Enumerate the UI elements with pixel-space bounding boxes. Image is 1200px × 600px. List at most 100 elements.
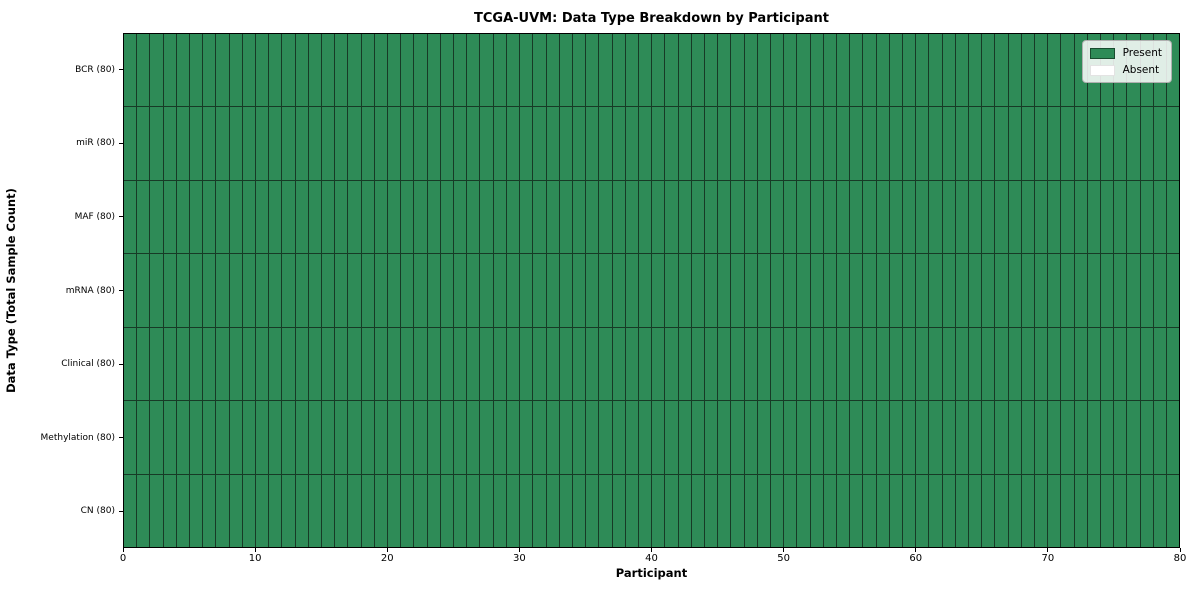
matrix-cell — [718, 180, 732, 254]
matrix-cell — [203, 254, 217, 327]
matrix-cell — [1127, 474, 1141, 547]
matrix-cell — [757, 34, 771, 107]
matrix-cell — [361, 34, 375, 107]
matrix-cell — [850, 401, 864, 474]
y-tick-mark — [119, 363, 123, 365]
matrix-cell — [863, 254, 877, 327]
matrix-cell — [1008, 107, 1022, 180]
matrix-cell — [467, 327, 481, 401]
matrix-cell — [704, 474, 719, 547]
matrix-cell — [836, 254, 851, 327]
matrix-cell — [612, 327, 626, 401]
matrix-cell — [1035, 327, 1049, 401]
matrix-cell — [533, 327, 547, 401]
matrix-cell — [427, 180, 441, 254]
matrix-cell — [242, 107, 257, 180]
matrix-cell — [586, 254, 600, 327]
matrix-cell — [718, 474, 732, 547]
matrix-cell — [203, 401, 217, 474]
matrix-cell — [493, 401, 507, 474]
x-tick-label: 40 — [645, 553, 658, 564]
matrix-cell — [124, 34, 138, 107]
matrix-cell — [454, 180, 468, 254]
matrix-cell — [836, 107, 851, 180]
x-tick-mark — [254, 548, 256, 552]
matrix-cell — [929, 34, 943, 107]
matrix-cell — [427, 401, 441, 474]
matrix-cell — [1008, 327, 1022, 401]
matrix-cell — [190, 180, 204, 254]
x-tick-mark — [1179, 548, 1181, 552]
matrix-cell — [361, 327, 375, 401]
matrix-cell — [1127, 180, 1141, 254]
matrix-cell — [652, 34, 666, 107]
matrix-cell — [1035, 254, 1049, 327]
matrix-cell — [308, 401, 323, 474]
matrix-cell — [414, 107, 428, 180]
matrix-cell — [1101, 107, 1115, 180]
plot-area — [123, 33, 1180, 548]
matrix-cell — [586, 327, 600, 401]
matrix-cell — [506, 254, 521, 327]
x-tick-mark — [122, 548, 124, 552]
matrix-cell — [836, 34, 851, 107]
matrix-cell — [467, 180, 481, 254]
matrix-cell — [902, 180, 917, 254]
y-tick-label: Clinical (80) — [61, 359, 115, 370]
matrix-cell — [652, 474, 666, 547]
matrix-cell — [969, 254, 983, 327]
matrix-cell — [493, 327, 507, 401]
matrix-cell — [599, 180, 613, 254]
matrix-cell — [520, 107, 534, 180]
matrix-cell — [440, 327, 455, 401]
matrix-cell — [216, 254, 230, 327]
matrix-cell — [163, 107, 177, 180]
matrix-cell — [322, 180, 336, 254]
matrix-cell — [1035, 34, 1049, 107]
matrix-cell — [282, 401, 296, 474]
matrix-cell — [480, 474, 494, 547]
matrix-cell — [137, 34, 151, 107]
matrix-cell — [401, 254, 415, 327]
matrix-cell — [969, 34, 983, 107]
matrix-cell — [889, 401, 903, 474]
matrix-cell — [335, 327, 349, 401]
matrix-cell — [902, 327, 917, 401]
matrix-cell — [256, 180, 270, 254]
matrix-cell — [427, 474, 441, 547]
matrix-cell — [1035, 107, 1049, 180]
matrix-cell — [216, 180, 230, 254]
matrix-cell — [150, 401, 164, 474]
matrix-cell — [1153, 180, 1168, 254]
matrix-cell — [665, 327, 679, 401]
matrix-cell — [665, 34, 679, 107]
matrix-cell — [374, 401, 389, 474]
matrix-cell — [916, 34, 930, 107]
matrix-cell — [282, 180, 296, 254]
matrix-cell — [836, 474, 851, 547]
matrix-cell — [520, 401, 534, 474]
matrix-cell — [229, 34, 243, 107]
matrix-cell — [1021, 180, 1036, 254]
matrix-cell — [797, 401, 811, 474]
matrix-cell — [1048, 180, 1062, 254]
matrix-cell — [137, 107, 151, 180]
matrix-cell — [295, 34, 309, 107]
matrix-cell — [572, 254, 587, 327]
matrix-cell — [691, 474, 705, 547]
matrix-cell — [731, 327, 745, 401]
matrix-cell — [1087, 254, 1102, 327]
matrix-cell — [770, 34, 785, 107]
matrix-cell — [348, 34, 362, 107]
matrix-cell — [902, 401, 917, 474]
matrix-cell — [427, 107, 441, 180]
matrix-cell — [929, 107, 943, 180]
matrix-cell — [889, 107, 903, 180]
matrix-cell — [467, 107, 481, 180]
matrix-cell — [1101, 327, 1115, 401]
matrix-cell — [520, 180, 534, 254]
matrix-cell — [282, 107, 296, 180]
matrix-cell — [1114, 180, 1128, 254]
matrix-cell — [308, 180, 323, 254]
